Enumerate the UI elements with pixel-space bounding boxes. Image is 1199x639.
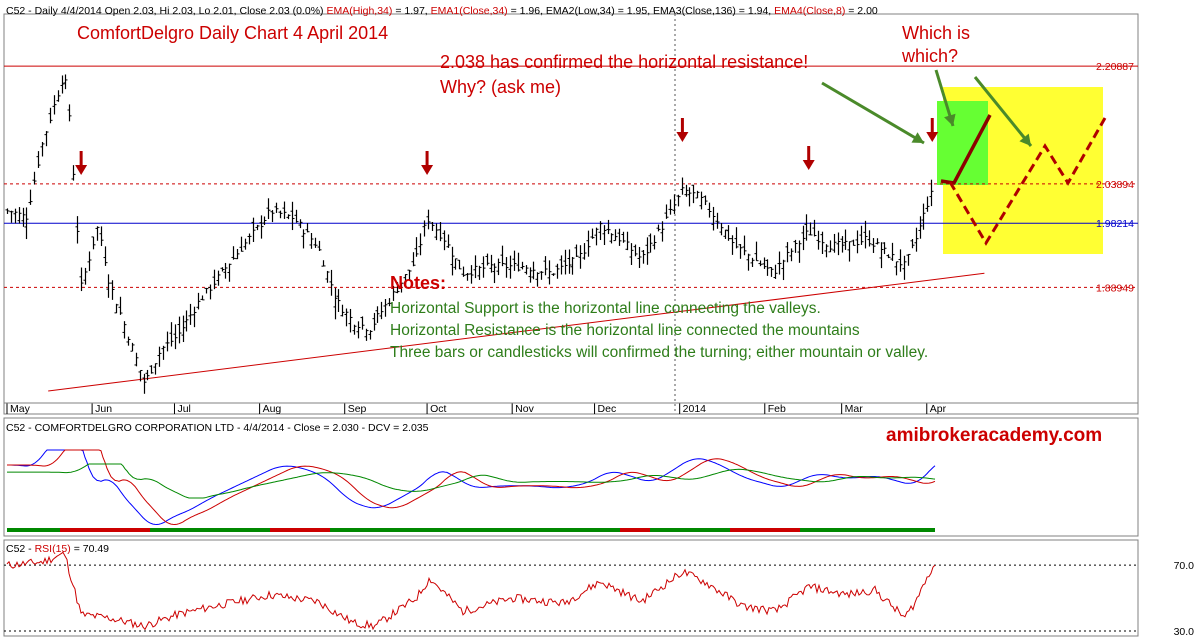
oscillator-red-line	[7, 449, 936, 526]
rsi-legend: C52 - RSI(15) = 70.49	[6, 543, 109, 555]
peak-arrow-head	[802, 160, 815, 170]
peak-arrow-head	[676, 132, 689, 142]
oscillator-green-line	[7, 463, 936, 499]
trend-strip-segment	[60, 528, 150, 532]
trend-strip-segment	[800, 528, 935, 532]
pointer-arrow-3-head	[1019, 133, 1031, 146]
rsi-line: 70.0 30.0	[4, 551, 1195, 638]
y-tick-label: 1.88949	[1096, 282, 1134, 294]
header-part-2: = 1.97,	[392, 5, 430, 17]
which-note-line1: Which is	[902, 23, 970, 43]
rsi-y-label: 30.0	[1174, 626, 1195, 638]
peak-arrow-head	[926, 132, 939, 142]
website-label: amibrokeracademy.com	[886, 425, 1102, 446]
y-tick-label: 2.03894	[1096, 179, 1134, 191]
note-line-1: Horizontal Support is the horizontal lin…	[390, 300, 821, 317]
trend-strip-segment	[7, 528, 60, 532]
trend-strip-segment	[150, 528, 270, 532]
note-line-2: Horizontal Resistance is the horizontal …	[390, 322, 860, 339]
header-part-5: EMA4(Close,8)	[774, 5, 845, 17]
y-tick-label: 1.98214	[1096, 218, 1134, 230]
month-gridlines	[4, 402, 1138, 414]
x-tick-label: Aug	[263, 403, 282, 415]
dashed-scenario-line	[948, 117, 1107, 246]
pointer-arrow-2-head	[944, 113, 956, 126]
x-tick-label: Jul	[177, 403, 190, 415]
peak-arrow-head	[75, 165, 88, 175]
header-part-6: = 2.00	[845, 5, 878, 17]
rsi-series-line	[6, 551, 936, 631]
peak-arrow-head	[421, 165, 434, 175]
oscillator-pane-frame	[3, 417, 1139, 537]
x-tick-label: Dec	[598, 403, 617, 415]
trend-strip-segment	[330, 528, 620, 532]
x-tick-label: Feb	[768, 403, 786, 415]
notes-heading: Notes:	[390, 273, 446, 293]
rsi-y-label: 70.0	[1174, 560, 1195, 572]
x-tick-label: 2014	[683, 403, 707, 415]
annotation-arrows	[75, 69, 1033, 175]
axis-labels: May Jun Jul Aug Sep Oct Nov Dec 2014 Feb Mar Apr 2.2…	[10, 61, 1134, 415]
x-tick-label: Apr	[930, 403, 947, 415]
scenario-zigzags	[940, 114, 1107, 246]
x-tick-label: Jun	[95, 403, 112, 415]
header-part-1: EMA(High,34)	[326, 5, 392, 17]
trend-strip-segment	[730, 528, 800, 532]
header-part-4: = 1.96, EMA2(Low,34) = 1.95, EMA3(Close,…	[508, 5, 774, 17]
x-tick-label: Mar	[845, 403, 864, 415]
solid-scenario-line	[940, 114, 992, 185]
rsi-pane-frame	[3, 539, 1139, 637]
resistance-note-line1: 2.038 has confirmed the horizontal resis…	[440, 52, 808, 72]
header-part-0: C52 - Daily 4/4/2014 Open 2.03, Hi 2.03,…	[6, 5, 326, 17]
x-tick-label: May	[10, 403, 31, 415]
x-tick-label: Sep	[348, 403, 367, 415]
x-tick-label: Nov	[515, 403, 534, 415]
resistance-note-line2: Why? (ask me)	[440, 77, 561, 97]
x-tick-label: Oct	[430, 403, 446, 415]
header-legend: C52 - Daily 4/4/2014 Open 2.03, Hi 2.03,…	[6, 5, 878, 17]
trend-strip-segment	[620, 528, 650, 532]
price-bars	[5, 74, 934, 394]
pointer-arrow-1-shaft	[821, 81, 925, 145]
rsi-legend-value: = 70.49	[71, 543, 109, 555]
green-highlight-box	[937, 101, 988, 185]
rsi-legend-name: RSI(15)	[35, 543, 71, 555]
oscillator-lines	[7, 449, 936, 532]
level-lines	[4, 14, 1138, 414]
trend-strip-segment	[270, 528, 330, 532]
which-note-line2: which?	[901, 46, 958, 66]
trend-strip-segment	[650, 528, 730, 532]
chart-title: ComfortDelgro Daily Chart 4 April 2014	[77, 23, 388, 43]
rsi-legend-prefix: C52 -	[6, 543, 35, 555]
pointer-arrow-1-head	[911, 132, 924, 143]
price-pane-frame	[3, 13, 1139, 415]
oscillator-blue-line	[7, 449, 936, 526]
dcv-legend: C52 - COMFORTDELGRO CORPORATION LTD - 4/…	[6, 422, 429, 434]
pointer-arrow-3-shaft	[973, 76, 1033, 147]
rising-trend-line	[48, 272, 985, 392]
note-line-3: Three bars or candlesticks will confirme…	[390, 344, 928, 361]
header-part-3: EMA1(Close,34)	[431, 5, 508, 17]
y-tick-label: 2.20887	[1096, 61, 1134, 73]
